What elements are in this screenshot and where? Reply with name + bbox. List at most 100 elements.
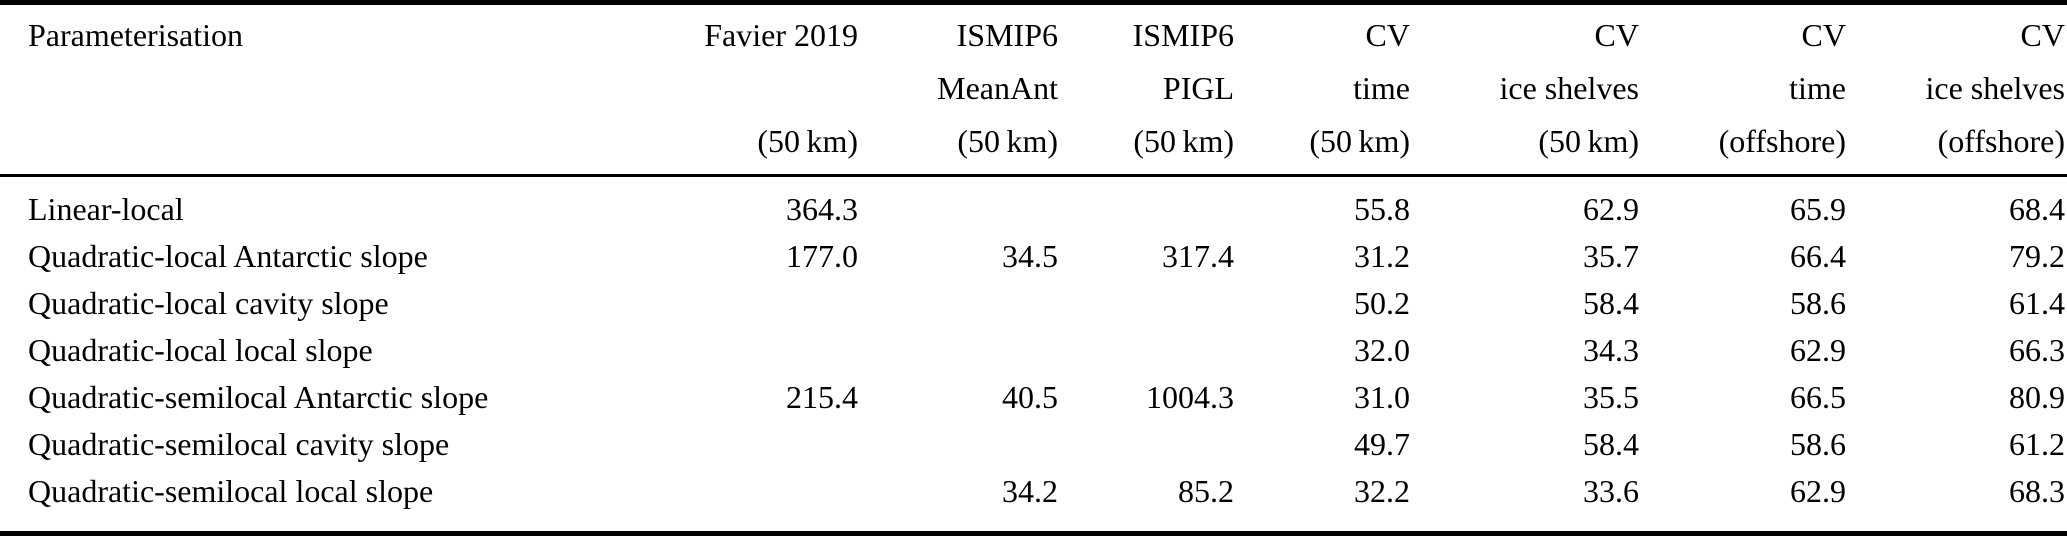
table-cell: 62.9 [1583,191,1639,227]
header-line: (50 km) [1309,123,1410,159]
table-row: Quadratic-local local slope 32.0 34.3 62.9 6… [0,327,2067,374]
table-cell: 34.3 [1583,332,1639,368]
header-line: ISMIP6 [956,17,1058,53]
header-line: time [1353,70,1410,106]
header-line [660,62,858,115]
column-header-cv-time-offshore: CV time (offshore) [1639,5,1846,177]
table-cell: 317.4 [1162,238,1234,274]
table-cell [660,421,858,468]
table-top-rule [0,0,2067,5]
table-cell: 65.9 [1790,191,1846,227]
table-cell [858,421,1058,468]
table-cell: 364.3 [786,191,858,227]
table-cell: 58.4 [1583,285,1639,321]
table-row: Quadratic-semilocal local slope 34.2 85.2 3… [0,468,2067,515]
table-cell [858,327,1058,374]
header-line: (50 km) [1538,123,1639,159]
table-cell: 1004.3 [1146,379,1234,415]
table-cell: 61.2 [2009,426,2065,462]
header-line: (50 km) [957,123,1058,159]
table-row: Quadratic-local cavity slope 50.2 58.4 58.6… [0,280,2067,327]
table-cell: 34.2 [1002,473,1058,509]
table-cell [1058,327,1234,374]
header-line: (offshore) [1937,123,2065,159]
table-cell: 31.2 [1354,238,1410,274]
table-cell: 68.3 [2009,473,2065,509]
row-label: Quadratic-semilocal local slope [28,473,434,509]
header-line: CV [1801,17,1846,53]
table-cell [660,280,858,327]
results-table: Parameterisation Favier 2019 (50 km) ISMIP6… [0,5,2067,515]
table-cell: 80.9 [2009,379,2065,415]
table-cell [660,468,858,515]
table-cell [1058,176,1234,234]
table-cell: 61.4 [2009,285,2065,321]
header-line: CV [2020,17,2065,53]
column-header-ismip6-meanant-50km: ISMIP6 MeanAnt (50 km) [858,5,1058,177]
table-row: Quadratic-semilocal cavity slope 49.7 58.4… [0,421,2067,468]
table-header: Parameterisation Favier 2019 (50 km) ISMIP6… [0,5,2067,177]
table-body: Linear-local 364.3 55.8 62.9 65.9 68.4 Quadrat… [0,176,2067,516]
column-header-cv-time-50km: CV time (50 km) [1234,5,1410,177]
table-cell: 62.9 [1790,332,1846,368]
row-label: Linear-local [28,191,184,227]
header-line: Favier 2019 [704,17,858,53]
column-header-favier-2019-50km: Favier 2019 (50 km) [660,5,858,177]
table-cell: 62.9 [1790,473,1846,509]
table-cell [660,327,858,374]
header-line [28,62,660,115]
table-cell [858,280,1058,327]
table-cell [858,176,1058,234]
header-line: ISMIP6 [1132,17,1234,53]
table-cell: 33.6 [1583,473,1639,509]
table-cell: 55.8 [1354,191,1410,227]
row-label: Quadratic-local Antarctic slope [28,238,428,274]
table-cell: 35.5 [1583,379,1639,415]
table-cell: 215.4 [786,379,858,415]
table-cell: 40.5 [1002,379,1058,415]
table-cell: 50.2 [1354,285,1410,321]
header-line: ice shelves [1499,70,1640,106]
row-label: Quadratic-local cavity slope [28,285,389,321]
header-line: ice shelves [1925,70,2066,106]
table-cell: 34.5 [1002,238,1058,274]
header-line [28,115,660,168]
table-bottom-rule [0,531,2067,536]
row-label: Quadratic-semilocal cavity slope [28,426,450,462]
table-cell: 49.7 [1354,426,1410,462]
header-line: (50 km) [1133,123,1234,159]
header-line: (offshore) [1718,123,1846,159]
table-row: Quadratic-semilocal Antarctic slope 215.4… [0,374,2067,421]
table-cell [1058,280,1234,327]
table-cell: 85.2 [1178,473,1234,509]
column-header-cv-ice-shelves-offshore: CV ice shelves (offshore) [1846,5,2067,177]
column-header-parameterisation: Parameterisation [0,5,660,177]
column-header-cv-ice-shelves-50km: CV ice shelves (50 km) [1410,5,1640,177]
table-cell: 66.4 [1790,238,1846,274]
header-line: Parameterisation [28,17,244,53]
header-line: (50 km) [757,123,858,159]
table-cell: 58.6 [1790,285,1846,321]
header-line: CV [1594,17,1639,53]
table-cell: 66.3 [2009,332,2065,368]
table-row: Quadratic-local Antarctic slope 177.0 34.5… [0,233,2067,280]
table-cell: 66.5 [1790,379,1846,415]
table-cell: 32.0 [1354,332,1410,368]
table-cell: 79.2 [2009,238,2065,274]
table-cell: 68.4 [2009,191,2065,227]
row-label: Quadratic-local local slope [28,332,373,368]
header-line: time [1789,70,1846,106]
table-cell: 31.0 [1354,379,1410,415]
row-label: Quadratic-semilocal Antarctic slope [28,379,489,415]
header-line: MeanAnt [937,70,1058,106]
header-line: CV [1365,17,1410,53]
column-header-ismip6-pigl-50km: ISMIP6 PIGL (50 km) [1058,5,1234,177]
table-row: Linear-local 364.3 55.8 62.9 65.9 68.4 [0,176,2067,234]
table-cell: 32.2 [1354,473,1410,509]
table-cell: 35.7 [1583,238,1639,274]
table-cell: 177.0 [786,238,858,274]
header-line: PIGL [1162,70,1234,106]
table-cell: 58.6 [1790,426,1846,462]
table-cell: 58.4 [1583,426,1639,462]
